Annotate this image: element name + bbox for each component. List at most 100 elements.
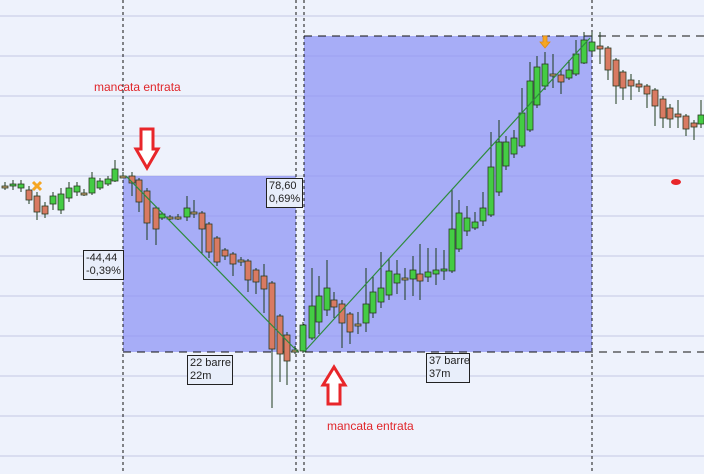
orange-down-arrow-icon [539,35,551,49]
candle-bullish [463,206,471,236]
candle-bearish [635,80,643,92]
candle-bullish [432,248,440,285]
move2-change-label: 78,60 0,69% [266,178,304,208]
candle-bullish [533,56,541,108]
move2-bars: 37 barre [429,355,470,367]
candle-bearish [33,192,41,220]
candle-bearish [221,248,229,260]
candle-bullish [73,182,81,196]
candle-bearish [198,211,206,254]
candle-bullish [104,176,112,186]
candle-bearish [651,88,659,126]
candle-bearish [604,46,612,80]
candle-bearish [229,252,237,276]
candle-doji [237,257,245,266]
candle-bearish [152,206,160,245]
candle-bullish [65,182,73,202]
candle-bearish [557,70,565,94]
candle-bullish [541,52,549,90]
candle-bearish [260,264,268,313]
candle-bullish [440,250,448,280]
candle-doji [401,268,409,300]
candle-bullish [409,256,417,296]
candle-bullish [495,120,503,196]
candles [1,32,704,408]
candle-bearish [346,312,354,344]
candle-bullish [697,100,704,128]
candle-bearish [682,114,690,136]
candle-bullish [448,190,456,273]
candle-bullish [183,196,191,221]
candle-bearish [643,84,651,108]
move1-percent: -0,39% [86,265,121,277]
move2-points: 78,60 [269,180,297,192]
candle-bearish [213,236,221,266]
candle-bullish [49,192,57,210]
candle-bullish [393,260,401,294]
candle-bearish [674,100,682,128]
candle-bearish [619,70,627,100]
candle-bullish [588,32,596,54]
move1-points: -44,44 [86,252,118,264]
candle-bullish [510,130,518,158]
candle-bearish [205,222,213,258]
candle-bearish [268,281,276,408]
candle-doji [354,312,362,334]
candle-bearish [330,292,338,318]
candle-doji [80,189,88,196]
trend-line-down [125,175,299,353]
candle-bullish [96,178,104,190]
candle-bullish [455,200,463,252]
candle-bullish [299,322,307,353]
candle-bullish [88,172,96,195]
candle-doji [174,214,182,220]
candle-bearish [596,32,604,64]
candle-bearish [25,186,33,204]
candle-bullish [315,276,323,334]
candle-doji [190,200,198,218]
candle-bearish [612,58,620,104]
candle-bearish [135,178,143,212]
candle-bullish [323,260,331,316]
candle-doji [291,346,299,354]
candle-bearish [416,244,424,300]
dashed-lines [122,0,704,474]
trend-line-up [303,37,591,353]
candle-bearish [244,259,252,292]
candle-bullish [479,192,487,226]
missed-entry-note-bottom: mancata entrata [327,419,414,433]
candle-bearish [276,314,284,382]
move1-duration-label: 22 barre 22m [187,355,233,385]
candle-bullish [471,212,479,230]
candle-bullish [111,160,119,182]
candle-bullish [385,258,393,300]
move2-percent: 0,69% [269,193,301,205]
candle-bullish [565,60,573,80]
orange-x-marker-icon [31,180,43,192]
candle-bullish [526,62,534,132]
candle-bullish [362,268,370,332]
candle-bullish [580,32,588,64]
candle-bullish [9,180,17,190]
candle-bullish [502,136,510,170]
move1-time: 22m [190,370,212,382]
candle-bearish [690,120,698,140]
candle-bullish [308,268,316,340]
candle-doji [119,172,127,179]
candle-bullish [424,248,432,282]
move1-bars: 22 barre [190,357,231,369]
candle-bullish [57,188,65,214]
candle-bullish [369,276,377,318]
candle-bearish [627,74,635,100]
candle-bearish [659,96,667,128]
candle-bullish [377,252,385,308]
red-down-arrow-icon [133,127,161,171]
candle-bearish [252,268,260,294]
red-dot-marker-icon [671,179,681,185]
red-up-arrow-icon [320,364,348,406]
move2-time: 37m [429,368,451,380]
candle-bearish [41,202,49,218]
candle-bullish [17,180,25,192]
move2-duration-label: 37 barre 37m [426,353,470,383]
